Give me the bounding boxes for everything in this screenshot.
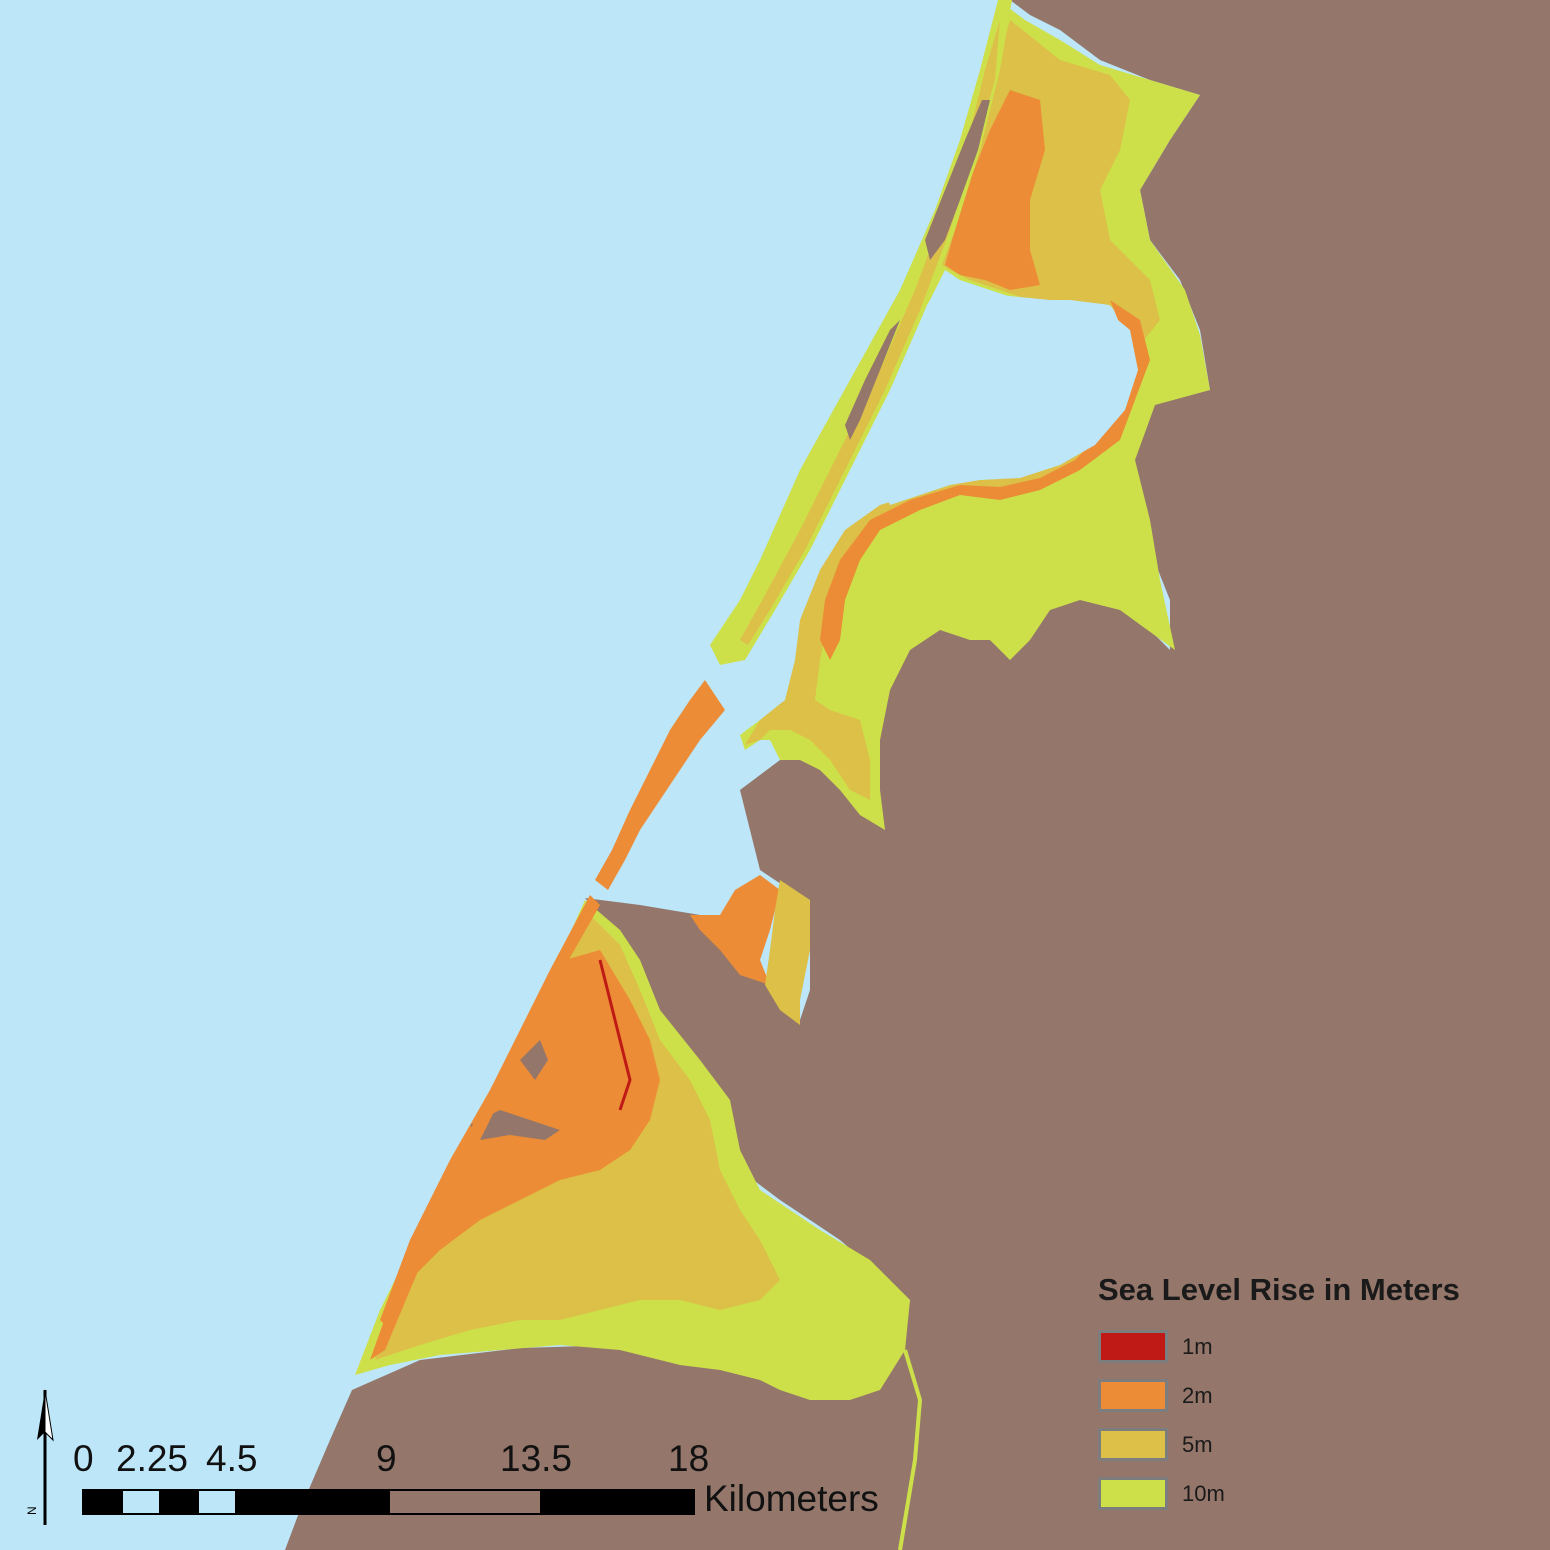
coastal-strip	[370, 895, 600, 1360]
legend-label-10m: 10m	[1182, 1480, 1225, 1506]
scale-seg-3	[159, 1490, 199, 1514]
scale-tick-13_5: 13.5	[500, 1438, 573, 1479]
legend-swatch-2m	[1098, 1379, 1168, 1412]
legend-label-5m: 5m	[1182, 1431, 1213, 1457]
scale-units: Kilometers	[704, 1478, 879, 1519]
barrier-dunes	[845, 100, 990, 440]
scale-seg-4	[199, 1494, 235, 1510]
zone-5m-north	[745, 20, 1160, 800]
scale-seg-1	[83, 1490, 123, 1514]
scale-tick-4_5: 4.5	[206, 1438, 258, 1479]
legend-label-1m: 1m	[1182, 1333, 1213, 1359]
scale-bar	[82, 1489, 695, 1515]
scale-seg-7	[540, 1490, 694, 1514]
scale-outline	[82, 1489, 695, 1515]
barrier-spit-north	[710, 0, 1012, 665]
legend-swatch-10m	[1098, 1477, 1168, 1510]
north-arrow-icon: N	[25, 1389, 54, 1525]
scale-tick-18: 18	[668, 1438, 710, 1479]
zone-1m-channel	[598, 959, 632, 1111]
scale-seg-2	[123, 1494, 159, 1510]
scale-tick-0: 0	[73, 1438, 94, 1479]
zone-2m-north	[945, 90, 1045, 290]
legend-swatch-5m	[1098, 1428, 1168, 1461]
legend-label-2m: 2m	[1182, 1382, 1213, 1408]
legend-swatch-1m	[1098, 1330, 1168, 1363]
scale-seg-5	[235, 1490, 390, 1514]
scale-tick-2_25: 2.25	[116, 1438, 189, 1479]
middle-lagoon-water	[880, 285, 1138, 505]
legend: Sea Level Rise in Meters 1m 2m 5m 10m	[1098, 1272, 1538, 1518]
legend-title: Sea Level Rise in Meters	[1098, 1272, 1460, 1307]
zone-2m-south	[380, 950, 660, 1330]
middle-spit	[595, 680, 725, 890]
north-letter: N	[25, 1506, 39, 1515]
scale-tick-9: 9	[376, 1438, 397, 1479]
river-channel	[898, 1349, 923, 1550]
middle-lagoon-south-5m	[765, 880, 810, 1025]
scale-seg-6	[390, 1494, 540, 1510]
legend-item-1m: 1m	[1098, 1322, 1538, 1371]
land-area	[285, 0, 1550, 1550]
legend-item-2m: 2m	[1098, 1371, 1538, 1420]
legend-item-5m: 5m	[1098, 1420, 1538, 1469]
legend-item-10m: 10m	[1098, 1469, 1538, 1518]
middle-lagoon-south-2m	[690, 875, 780, 985]
